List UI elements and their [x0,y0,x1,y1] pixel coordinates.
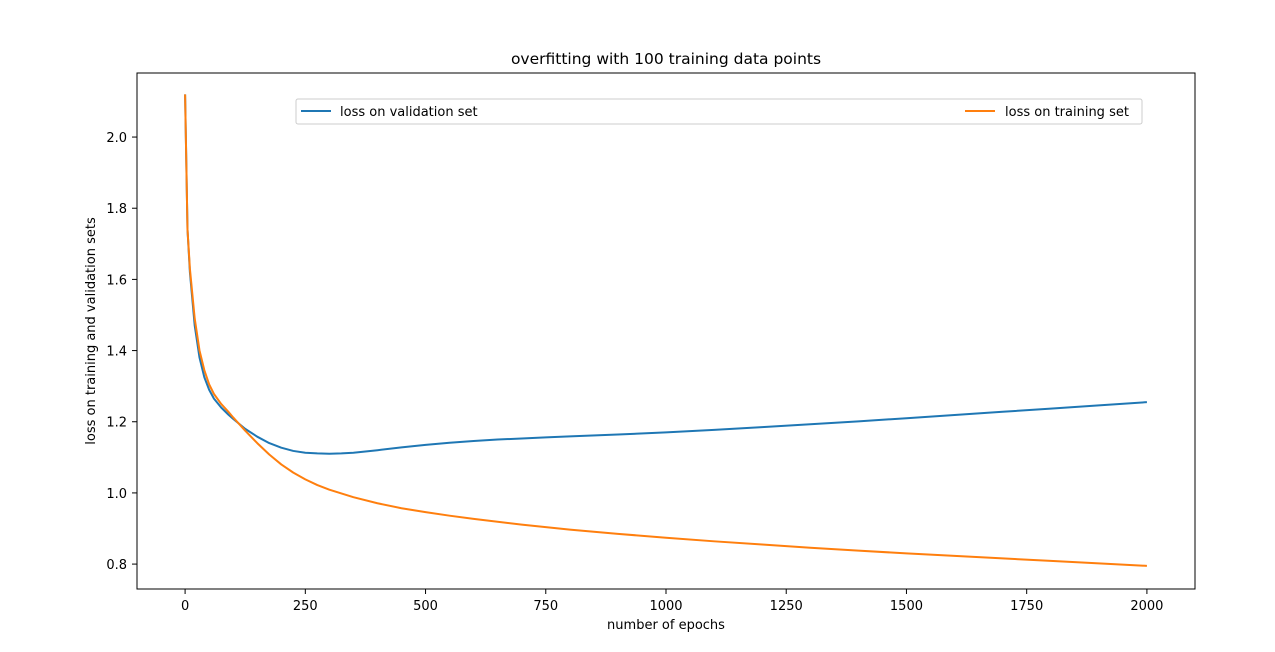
x-axis: 0 250 500 750 1000 1250 1500 1750 2000 [181,589,1163,614]
y-axis-label: loss on training and validation sets [84,217,99,445]
legend: loss on validation set loss on training … [295,98,1143,125]
y-tick-label: 1.4 [106,345,127,360]
x-tick-label: 2000 [1130,599,1163,614]
y-tick-label: 2.0 [106,131,127,146]
x-axis-label: number of epochs [607,618,725,633]
legend-label-validation: loss on validation set [340,105,478,120]
x-tick-label: 250 [293,599,318,614]
validation-loss-line [184,94,1147,455]
y-tick-label: 1.8 [106,202,127,217]
x-tick-label: 1750 [1010,599,1043,614]
chart-title: overfitting with 100 training data point… [511,50,821,68]
y-tick-label: 1.6 [106,273,127,288]
x-tick-label: 1500 [890,599,923,614]
y-tick-label: 0.8 [106,558,127,573]
legend-box [295,98,1143,125]
training-loss-line [184,94,1147,567]
x-tick-label: 1250 [770,599,803,614]
x-tick-label: 0 [181,599,189,614]
series-layer [184,94,1147,567]
x-tick-label: 750 [533,599,558,614]
y-axis: 0.8 1.0 1.2 1.4 1.6 1.8 2.0 [106,131,137,573]
x-tick-label: 500 [413,599,438,614]
legend-label-training: loss on training set [1005,105,1129,120]
x-tick-label: 1000 [649,599,682,614]
y-tick-label: 1.2 [106,416,127,431]
y-tick-label: 1.0 [106,487,127,502]
